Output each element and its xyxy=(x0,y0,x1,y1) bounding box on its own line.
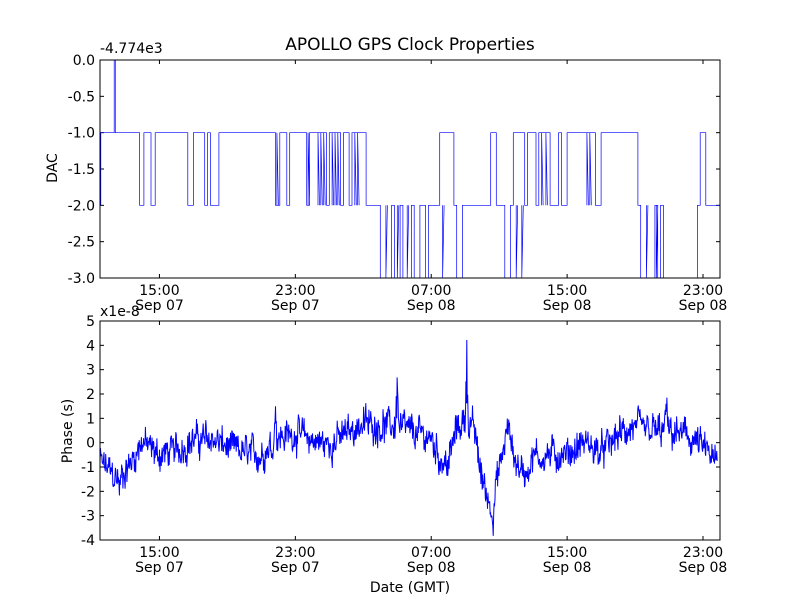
phase-ytick-label: 4 xyxy=(86,338,95,354)
phase-xtick-time-label: 23:00 xyxy=(683,545,723,561)
phase-xlabel: Date (GMT) xyxy=(370,580,450,596)
dac-xtick-time-label: 23:00 xyxy=(683,283,723,299)
dac-ylabel: DAC xyxy=(45,153,61,183)
dac-ytick-label: 0.0 xyxy=(73,53,95,69)
dac-xtick-date-label: Sep 08 xyxy=(679,298,728,314)
phase-ytick-label: 1 xyxy=(86,411,95,427)
dac-ytick-label: -0.5 xyxy=(68,89,95,105)
phase-ytick-label: 2 xyxy=(86,387,95,403)
dac-offset-label: -4.774e3 xyxy=(100,41,163,57)
dac-xtick-time-label: 07:00 xyxy=(411,283,451,299)
phase-xtick-time-label: 15:00 xyxy=(547,545,587,561)
dac-xtick-date-label: Sep 08 xyxy=(407,298,456,314)
dac-xtick-date-label: Sep 07 xyxy=(271,298,320,314)
phase-xtick-time-label: 23:00 xyxy=(275,545,315,561)
phase-xtick-date-label: Sep 07 xyxy=(135,560,184,576)
dac-series-line xyxy=(100,60,720,278)
phase-xtick-date-label: Sep 08 xyxy=(543,560,592,576)
phase-ytick-label: -3 xyxy=(81,509,95,525)
dac-ytick-label: -2.5 xyxy=(68,235,95,251)
dac-series-path xyxy=(100,60,720,278)
dac-xtick-date-label: Sep 07 xyxy=(135,298,184,314)
phase-ytick-label: 0 xyxy=(86,436,95,452)
phase-ytick-label: 5 xyxy=(86,314,95,330)
phase-ytick-label: -2 xyxy=(81,484,95,500)
dac-xtick-time-label: 15:00 xyxy=(547,283,587,299)
phase-ytick-label: -1 xyxy=(81,460,95,476)
phase-ylabel: Phase (s) xyxy=(60,399,76,463)
phase-xtick-date-label: Sep 08 xyxy=(407,560,456,576)
dac-ytick-label: -3.0 xyxy=(68,271,95,287)
phase-ytick-label: -4 xyxy=(81,533,95,549)
phase-series-path xyxy=(100,339,718,536)
phase-xtick-date-label: Sep 07 xyxy=(271,560,320,576)
phase-panel: x1e-8 Phase (s) Date (GMT) 5 4 3 2 1 0 -1 -2 -3 -… xyxy=(60,304,727,596)
phase-offset-label: x1e-8 xyxy=(100,304,140,320)
phase-xtick-time-label: 15:00 xyxy=(139,545,179,561)
dac-plot-frame xyxy=(99,59,721,279)
chart-title: APOLLO GPS Clock Properties xyxy=(285,35,535,55)
dac-panel: -4.774e3 DAC 0.0 -0.5 -1.0 -1.5 -2.0 -2.5 -3.0… xyxy=(45,41,727,314)
phase-series-line xyxy=(100,339,718,536)
dac-xtick-time-label: 15:00 xyxy=(139,283,179,299)
dac-ytick-label: -1.0 xyxy=(68,126,95,142)
dac-ytick-label: -2.0 xyxy=(68,198,95,214)
phase-xtick-date-label: Sep 08 xyxy=(679,560,728,576)
phase-plot-frame xyxy=(99,320,721,541)
dac-ytick-label: -1.5 xyxy=(68,162,95,178)
phase-xtick-time-label: 07:00 xyxy=(411,545,451,561)
dac-xtick-date-label: Sep 08 xyxy=(543,298,592,314)
dac-xtick-time-label: 23:00 xyxy=(275,283,315,299)
phase-ytick-label: 3 xyxy=(86,363,95,379)
